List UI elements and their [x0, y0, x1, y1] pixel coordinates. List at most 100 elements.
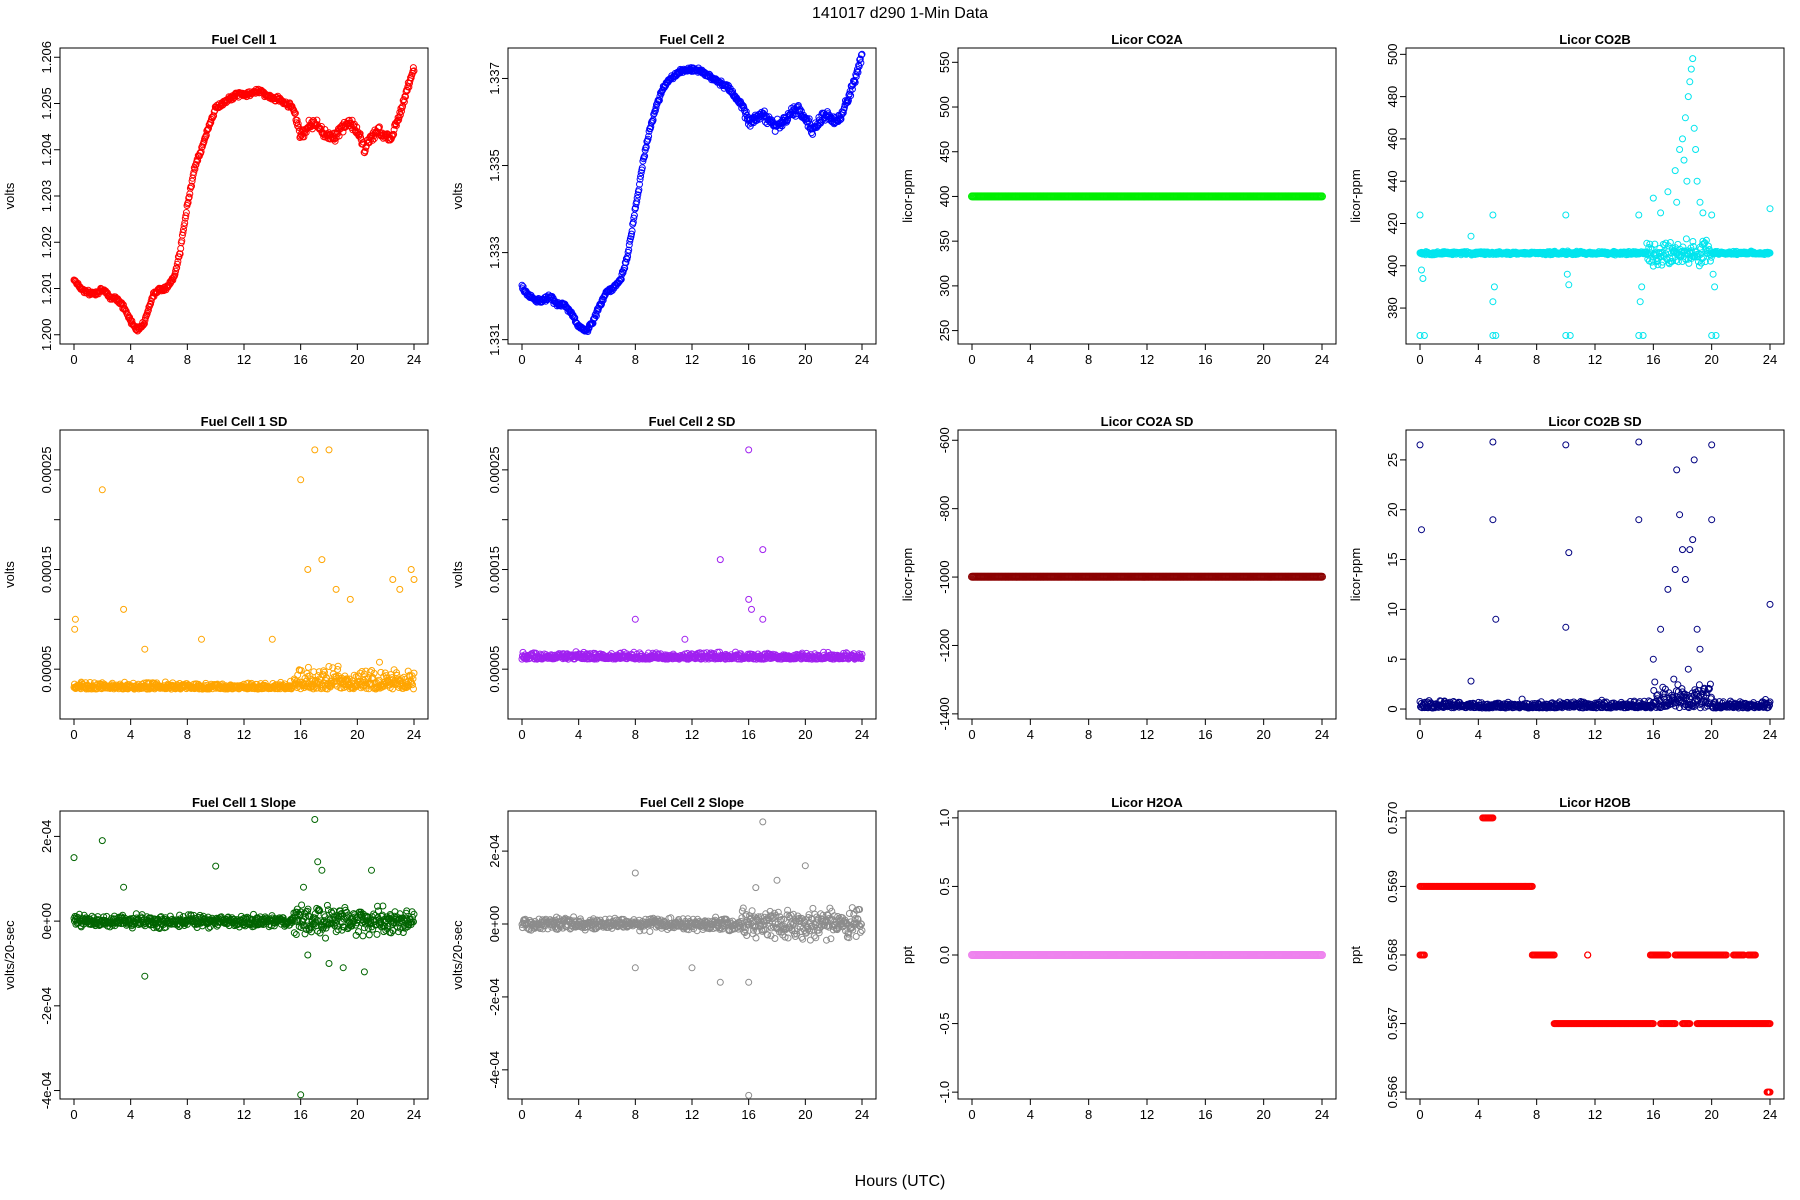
- data-point: [1709, 270, 1717, 278]
- y-tick-label: 0.00025: [39, 446, 54, 493]
- data-point: [631, 615, 639, 623]
- x-tick-label: 24: [1315, 352, 1329, 367]
- data-point: [1657, 209, 1665, 217]
- data-point: [353, 123, 361, 131]
- x-tick-label: 24: [1763, 352, 1777, 367]
- data-point: [1651, 678, 1659, 686]
- data-point: [1693, 177, 1701, 185]
- data-point: [398, 107, 405, 115]
- data-point: [179, 229, 187, 236]
- data-point: [346, 595, 354, 603]
- data-point: [1562, 211, 1570, 219]
- y-tick-label: 0.00005: [487, 646, 502, 693]
- x-tick-label: 20: [798, 727, 812, 742]
- data-point: [681, 635, 689, 643]
- x-tick-label: 8: [1533, 352, 1540, 367]
- panel-title: Fuel Cell 2: [659, 32, 724, 47]
- y-tick-label: 450: [937, 141, 952, 163]
- panel-title: Licor CO2B SD: [1548, 414, 1641, 429]
- x-tick-label: 4: [575, 352, 582, 367]
- data-point: [637, 169, 645, 177]
- data-point: [138, 322, 146, 330]
- data-point: [410, 685, 417, 693]
- y-tick-label: 1.331: [487, 323, 502, 356]
- x-tick-label: 24: [855, 727, 869, 742]
- data-point: [518, 281, 526, 289]
- data-point: [629, 218, 637, 226]
- x-tick-label: 12: [1140, 352, 1154, 367]
- data-point: [198, 635, 205, 643]
- x-tick-label: 16: [741, 727, 755, 742]
- y-tick-label: 1.200: [39, 318, 54, 351]
- data-point: [622, 259, 630, 267]
- y-tick-label: 380: [1385, 297, 1400, 319]
- data-points: [518, 446, 866, 663]
- x-tick-label: 8: [1533, 727, 1540, 742]
- data-point: [390, 130, 398, 138]
- x-tick-label: 8: [1085, 727, 1092, 742]
- y-axis-label: licor-ppm: [900, 169, 915, 222]
- data-point: [410, 576, 418, 583]
- y-tick-label: 1.203: [39, 180, 54, 213]
- data-point: [1638, 283, 1646, 291]
- x-tick-label: 16: [1646, 352, 1660, 367]
- x-tick-label: 20: [1704, 727, 1718, 742]
- data-point: [407, 74, 415, 82]
- data-point: [291, 109, 299, 117]
- data-point: [1565, 281, 1573, 289]
- data-point: [318, 556, 326, 564]
- data-point: [1689, 55, 1697, 63]
- x-tick-label: 12: [1140, 727, 1154, 742]
- data-points: [70, 446, 418, 693]
- x-tick-label: 4: [1027, 352, 1034, 367]
- data-points: [1416, 438, 1774, 712]
- data-point: [297, 476, 305, 484]
- data-point: [207, 119, 215, 126]
- data-point: [1489, 298, 1497, 306]
- data-point: [180, 222, 188, 230]
- y-tick-label: 350: [937, 230, 952, 252]
- data-point: [175, 253, 183, 261]
- data-points: [70, 64, 418, 335]
- data-point: [385, 131, 393, 139]
- data-point: [197, 148, 205, 156]
- data-point: [193, 158, 201, 166]
- data-point: [294, 120, 302, 128]
- x-tick-label: 8: [184, 352, 191, 367]
- x-tick-label: 12: [685, 352, 699, 367]
- data-point: [325, 663, 333, 670]
- data-point: [1679, 135, 1686, 143]
- data-point: [628, 230, 635, 238]
- y-tick-label: 15: [1385, 552, 1400, 566]
- data-point: [188, 182, 195, 190]
- plot-frame: [1405, 47, 1785, 345]
- y-axis-label: volts: [450, 182, 465, 209]
- x-tick-label: 12: [1588, 727, 1602, 742]
- data-point: [1687, 65, 1695, 73]
- x-tick-label: 16: [1198, 727, 1212, 742]
- data-point: [174, 258, 182, 265]
- data-point: [1489, 211, 1497, 219]
- data-point: [716, 556, 724, 564]
- data-point: [339, 128, 347, 136]
- data-point: [745, 595, 753, 603]
- data-point: [191, 165, 199, 173]
- x-tick-label: 4: [1475, 727, 1482, 742]
- x-tick-label: 12: [1588, 352, 1602, 367]
- y-tick-label: 300: [937, 275, 952, 297]
- y-tick-label: 1.205: [39, 87, 54, 120]
- x-tick-label: 0: [968, 352, 975, 367]
- data-point: [140, 320, 148, 328]
- y-tick-label: 1.333: [487, 236, 502, 269]
- data-point: [71, 625, 79, 633]
- data-point: [169, 276, 177, 284]
- data-point: [409, 64, 417, 72]
- plot-frame: [507, 47, 877, 345]
- data-point: [396, 585, 404, 593]
- data-point: [644, 135, 652, 143]
- data-point: [397, 104, 405, 112]
